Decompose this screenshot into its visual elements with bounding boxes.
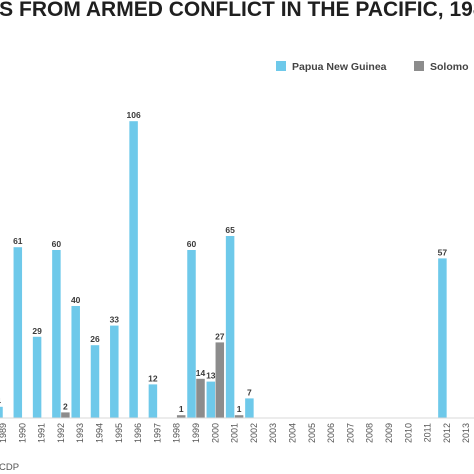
- x-tick-label-2000: 2000: [210, 423, 220, 443]
- value-label-papua-new-guinea-1997: 12: [148, 373, 158, 383]
- x-tick-labels: 1989 1990 1991 1992 1993 1994 1995 1996 1997 1998…: [0, 423, 471, 443]
- bar-papua-new-guinea-1993: [71, 306, 80, 418]
- x-tick-label-1989: 1989: [0, 423, 8, 443]
- x-tick-label-1994: 1994: [95, 423, 105, 443]
- x-tick-label-2008: 2008: [365, 423, 375, 443]
- bar-solomo-1999: [196, 378, 205, 418]
- value-label-papua-new-guinea-1995: 33: [110, 315, 120, 325]
- bar-papua-new-guinea-2001: [225, 236, 235, 418]
- value-label-papua-new-guinea-1996: 106: [127, 110, 141, 120]
- bar-papua-new-guinea-2012: [438, 258, 447, 418]
- source-note: CDP: [0, 462, 19, 473]
- x-tick-label-2002: 2002: [249, 423, 259, 443]
- legend-label-solomon: Solomo: [430, 61, 469, 73]
- bar-papua-new-guinea-1994: [90, 345, 100, 418]
- x-tick-label-2012: 2012: [442, 423, 452, 443]
- bar-solomo-2001: [234, 415, 244, 418]
- x-tick-label-2007: 2007: [345, 423, 355, 443]
- bar-papua-new-guinea-2002: [245, 398, 254, 418]
- value-label-solomo-2001: 1: [237, 404, 242, 414]
- bar-papua-new-guinea-1991: [32, 336, 42, 418]
- value-label-papua-new-guinea-1990: 61: [13, 236, 23, 246]
- x-tick-label-1998: 1998: [172, 423, 182, 443]
- value-label-papua-new-guinea-2001: 65: [225, 225, 235, 235]
- bar-papua-new-guinea-1997: [148, 384, 158, 418]
- x-tick-label-2005: 2005: [307, 423, 317, 443]
- bar-papua-new-guinea-1996: [129, 121, 138, 418]
- value-label-papua-new-guinea-2012: 57: [438, 247, 448, 257]
- value-label-papua-new-guinea-2000: 13: [206, 371, 216, 381]
- bar-papua-new-guinea-1995: [110, 325, 119, 418]
- x-tick-label-1996: 1996: [133, 423, 143, 443]
- value-label-papua-new-guinea-2002: 7: [247, 387, 252, 397]
- legend-swatch-papua-new-guinea: [276, 61, 286, 71]
- legend: Papua New Guinea Solomo: [276, 61, 469, 73]
- bar-papua-new-guinea-1990: [13, 247, 23, 418]
- legend-swatch-solomon: [414, 61, 424, 71]
- value-labels-group: 4612960240263310612160141327651757: [0, 110, 447, 414]
- value-label-solomo-1992: 2: [63, 401, 68, 411]
- x-tick-label-2010: 2010: [403, 423, 413, 443]
- value-label-solomo-1999: 14: [196, 368, 206, 378]
- bar-papua-new-guinea-1992: [52, 250, 61, 418]
- value-label-papua-new-guinea-1989: 4: [0, 396, 1, 406]
- value-label-papua-new-guinea-1991: 29: [32, 326, 42, 336]
- x-tick-label-1991: 1991: [37, 423, 47, 443]
- x-tick-label-1997: 1997: [152, 423, 162, 443]
- x-tick-label-2006: 2006: [326, 423, 336, 443]
- value-label-papua-new-guinea-1992: 60: [52, 239, 62, 249]
- value-label-solomo-2000: 27: [215, 331, 225, 341]
- bar-solomo-1998: [176, 415, 186, 418]
- x-tick-label-1993: 1993: [75, 423, 85, 443]
- bar-papua-new-guinea-1989: [0, 406, 3, 418]
- bar-solomo-2000: [215, 342, 225, 418]
- bar-papua-new-guinea-1999: [187, 250, 196, 418]
- x-tick-label-1992: 1992: [56, 423, 66, 443]
- chart-title: HS FROM ARMED CONFLICT IN THE PACIFIC, 1…: [0, 0, 474, 21]
- x-tick-label-2001: 2001: [230, 423, 240, 443]
- bars-group: [0, 121, 447, 418]
- x-tick-label-1990: 1990: [17, 423, 27, 443]
- x-tick-label-2009: 2009: [384, 423, 394, 443]
- value-label-papua-new-guinea-1994: 26: [90, 334, 100, 344]
- bar-solomo-1992: [61, 412, 70, 418]
- x-tick-label-2011: 2011: [423, 423, 433, 442]
- legend-label-papua-new-guinea: Papua New Guinea: [292, 61, 387, 73]
- x-tick-label-2013: 2013: [461, 423, 471, 443]
- value-label-solomo-1998: 1: [179, 404, 184, 414]
- x-tick-label-1999: 1999: [191, 423, 201, 443]
- bar-papua-new-guinea-2000: [206, 381, 216, 418]
- x-tick-label-2003: 2003: [268, 423, 278, 443]
- value-label-papua-new-guinea-1993: 40: [71, 295, 81, 305]
- x-tick-label-2004: 2004: [288, 423, 298, 443]
- value-label-papua-new-guinea-1999: 60: [187, 239, 197, 249]
- x-tick-label-1995: 1995: [114, 423, 124, 443]
